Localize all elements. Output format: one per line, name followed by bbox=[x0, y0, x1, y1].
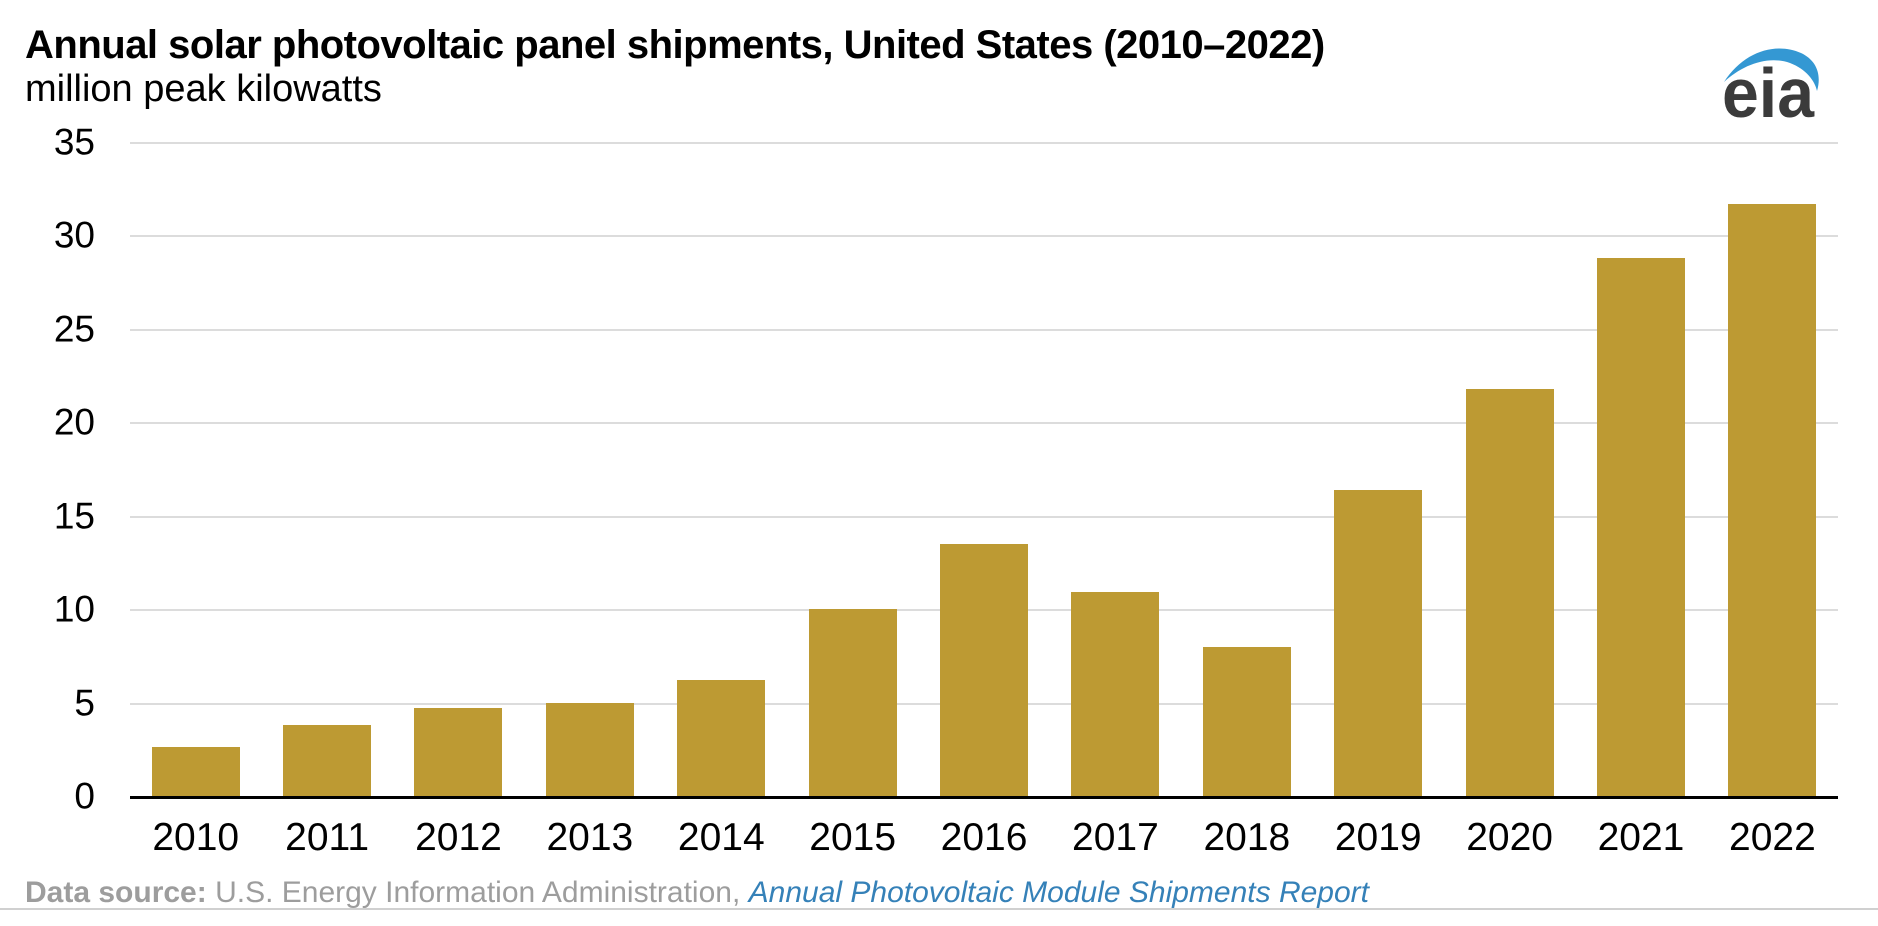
plot-area bbox=[130, 142, 1838, 799]
chart-title: Annual solar photovoltaic panel shipment… bbox=[25, 23, 1325, 67]
y-axis-tick-label: 15 bbox=[53, 495, 95, 537]
eia-logo-swoosh-icon bbox=[1724, 48, 1819, 91]
x-axis-tick-label: 2013 bbox=[546, 816, 634, 859]
gridline bbox=[130, 328, 1838, 331]
gridline bbox=[130, 422, 1838, 425]
data-source-note: Data source: U.S. Energy Information Adm… bbox=[25, 876, 1369, 910]
bar-2010 bbox=[151, 747, 240, 796]
bar-2011 bbox=[283, 725, 372, 796]
bar-2022 bbox=[1728, 203, 1817, 796]
x-axis-tick-label: 2015 bbox=[809, 816, 897, 859]
y-axis-tick-label: 35 bbox=[53, 121, 95, 163]
eia-logo-text: eia bbox=[1722, 54, 1815, 120]
data-source-report-link[interactable]: Annual Photovoltaic Module Shipments Rep… bbox=[748, 876, 1370, 909]
y-axis-labels: 0 5 10 15 20 25 30 35 bbox=[0, 124, 95, 815]
x-axis-tick-label: 2010 bbox=[152, 816, 240, 859]
x-axis-tick-label: 2016 bbox=[940, 816, 1028, 859]
y-axis-tick-label: 25 bbox=[53, 308, 95, 350]
bar-2019 bbox=[1334, 489, 1423, 796]
bottom-divider bbox=[0, 908, 1878, 910]
x-axis-tick-label: 2012 bbox=[415, 816, 502, 859]
bar-2012 bbox=[414, 708, 503, 796]
y-axis-tick-label: 10 bbox=[53, 588, 95, 630]
bar-2020 bbox=[1465, 388, 1554, 796]
x-axis-tick-label: 2019 bbox=[1334, 816, 1422, 859]
bar-2017 bbox=[1071, 592, 1160, 796]
data-source-text: U.S. Energy Information Administration, bbox=[206, 876, 749, 909]
gridline bbox=[130, 515, 1838, 518]
x-axis-tick-label: 2018 bbox=[1203, 816, 1291, 859]
x-axis-labels: 2010 2011 2012 2013 2014 2015 2016 2017 2018 2019… bbox=[130, 818, 1838, 857]
data-source-label: Data source: bbox=[25, 876, 207, 909]
y-axis-tick-label: 30 bbox=[53, 214, 95, 256]
bar-2015 bbox=[808, 609, 897, 796]
bar-2021 bbox=[1596, 257, 1685, 796]
bar-2018 bbox=[1202, 646, 1291, 796]
bar-2013 bbox=[545, 702, 634, 796]
gridline bbox=[130, 142, 1838, 144]
x-axis-tick-label: 2014 bbox=[677, 816, 765, 859]
x-axis-tick-label: 2022 bbox=[1729, 816, 1816, 859]
bar-2014 bbox=[677, 680, 766, 796]
x-axis-tick-label: 2021 bbox=[1597, 816, 1685, 859]
x-axis-tick-label: 2020 bbox=[1466, 816, 1553, 859]
y-axis-tick-label: 5 bbox=[74, 682, 95, 724]
bar-2016 bbox=[940, 543, 1028, 796]
eia-logo-icon: eia bbox=[1722, 48, 1819, 120]
gridline bbox=[130, 235, 1838, 238]
y-axis-tick-label: 20 bbox=[53, 401, 95, 443]
x-axis-tick-label: 2011 bbox=[285, 816, 370, 859]
chart-header: Annual solar photovoltaic panel shipment… bbox=[25, 23, 1325, 111]
x-axis-tick-label: 2017 bbox=[1072, 816, 1159, 859]
chart-subtitle: million peak kilowatts bbox=[25, 68, 382, 111]
y-axis-tick-label: 0 bbox=[74, 775, 95, 817]
